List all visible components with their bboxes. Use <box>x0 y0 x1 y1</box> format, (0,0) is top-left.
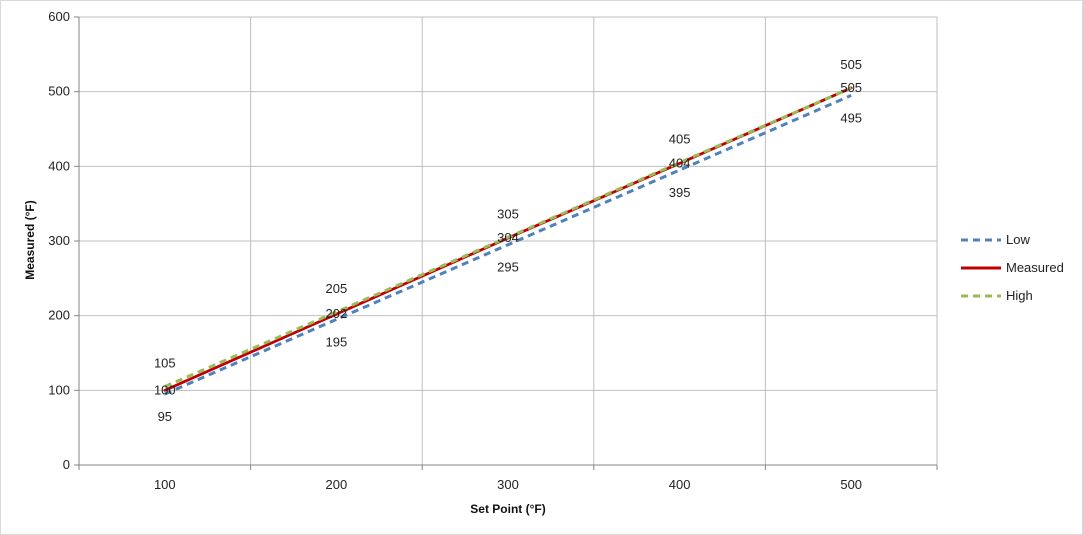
y-tick-label: 100 <box>48 382 70 397</box>
data-label-measured: 202 <box>326 306 348 321</box>
data-label-high: 205 <box>326 281 348 296</box>
data-label-measured: 505 <box>840 80 862 95</box>
y-tick-label: 300 <box>48 233 70 248</box>
y-tick-label: 400 <box>48 158 70 173</box>
data-label-low: 395 <box>669 185 691 200</box>
x-axis-title: Set Point (°F) <box>470 502 545 516</box>
data-label-high: 505 <box>840 57 862 72</box>
x-tick-label: 100 <box>154 477 176 492</box>
y-tick-label: 0 <box>63 457 70 472</box>
legend-label-measured: Measured <box>1006 260 1064 275</box>
data-label-high: 305 <box>497 206 519 221</box>
data-labels: 95 195 295 395 495 100 202 304 404 505 105 205 305 40… <box>154 57 862 424</box>
data-label-measured: 100 <box>154 382 176 397</box>
series-line-low <box>164 94 852 396</box>
x-tick-label: 400 <box>669 477 691 492</box>
x-tick-label: 500 <box>840 477 862 492</box>
series-line-high <box>164 86 852 388</box>
legend-label-low: Low <box>1006 232 1030 247</box>
series-lines <box>163 86 853 396</box>
legend: Low Measured High <box>961 232 1064 303</box>
data-label-low: 195 <box>326 334 348 349</box>
y-axis-title: Measured (°F) <box>23 200 37 279</box>
data-label-measured: 304 <box>497 230 519 245</box>
data-label-high: 405 <box>669 132 691 147</box>
x-tick-label: 300 <box>497 477 519 492</box>
data-label-measured: 404 <box>669 155 691 170</box>
y-tick-label: 200 <box>48 308 70 323</box>
y-tick-label: 600 <box>48 9 70 24</box>
gridlines <box>79 16 938 465</box>
data-label-low: 295 <box>497 260 519 275</box>
axes: 0 100 200 300 400 500 600 100 200 300 400 500 <box>48 9 938 492</box>
data-label-high: 105 <box>154 356 176 371</box>
legend-label-high: High <box>1006 288 1033 303</box>
x-tick-label: 200 <box>326 477 348 492</box>
data-label-low: 495 <box>840 110 862 125</box>
y-tick-label: 500 <box>48 84 70 99</box>
data-label-low: 95 <box>158 409 172 424</box>
